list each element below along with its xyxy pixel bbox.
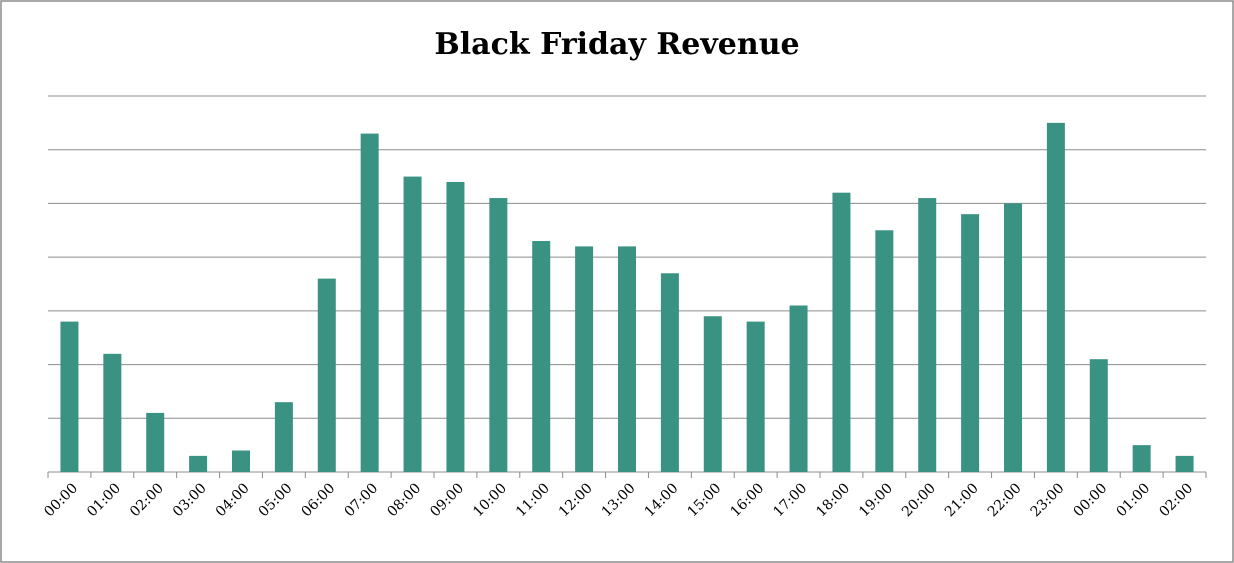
bar xyxy=(532,241,551,472)
bar xyxy=(789,305,808,472)
bar xyxy=(660,273,679,472)
bar xyxy=(961,214,980,472)
bar xyxy=(489,198,508,473)
bar xyxy=(1132,445,1151,472)
bar xyxy=(575,246,594,472)
bar xyxy=(317,278,336,472)
bar xyxy=(189,455,208,472)
bar xyxy=(232,450,250,472)
bar xyxy=(703,316,722,472)
bar xyxy=(618,246,636,472)
bar xyxy=(360,133,379,472)
bar xyxy=(1175,455,1194,472)
bar xyxy=(146,412,165,472)
bar xyxy=(1089,359,1108,472)
chart-title: Black Friday Revenue xyxy=(434,27,799,62)
bar xyxy=(403,176,422,473)
bar xyxy=(875,230,894,472)
bar xyxy=(60,321,79,472)
bar xyxy=(103,353,122,472)
bar xyxy=(446,181,465,472)
bar xyxy=(1046,122,1065,472)
bar xyxy=(832,192,851,472)
bar xyxy=(746,321,765,472)
bar xyxy=(1004,203,1022,472)
bar xyxy=(274,402,293,472)
bar xyxy=(918,198,937,473)
